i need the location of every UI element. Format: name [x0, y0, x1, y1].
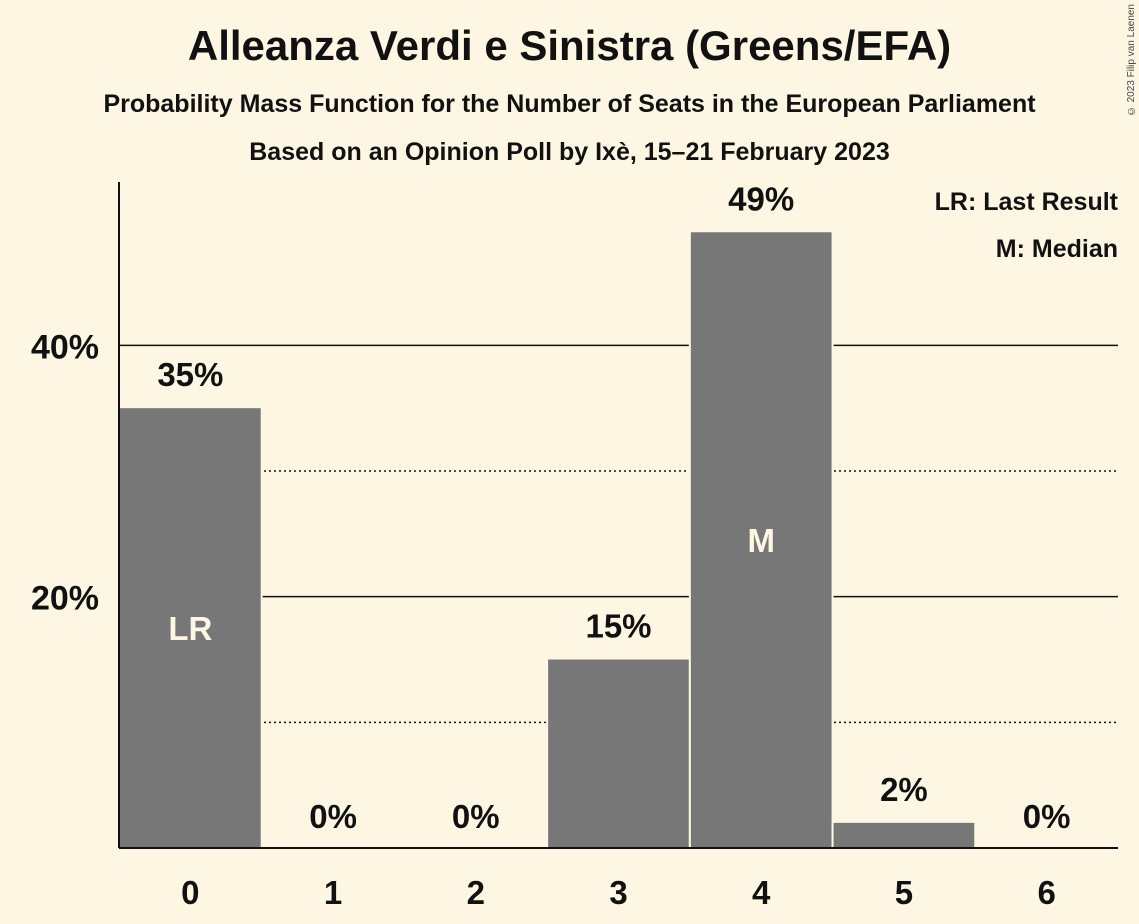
value-label: 2%	[880, 771, 928, 808]
chart-caption: Based on an Opinion Poll by Ixè, 15–21 F…	[249, 138, 890, 166]
x-tick-label: 2	[467, 874, 485, 911]
legend: LR: Last Result M: Median	[935, 188, 1119, 263]
x-tick-label: 1	[324, 874, 342, 911]
axes	[118, 182, 1118, 849]
x-tick-label: 4	[752, 874, 771, 911]
value-label: 15%	[585, 608, 651, 645]
value-label: 49%	[728, 180, 794, 217]
gridlines	[119, 344, 1118, 724]
chart-title: Alleanza Verdi e Sinistra (Greens/EFA)	[187, 22, 952, 69]
value-label: 0%	[309, 798, 357, 835]
bar-3	[548, 659, 689, 848]
bars	[118, 230, 977, 848]
x-tick-label: 3	[609, 874, 627, 911]
legend-last-result: LR: Last Result	[935, 188, 1119, 216]
value-label: 0%	[452, 798, 500, 835]
x-tick-label: 5	[895, 874, 913, 911]
labels: 35% LR 0 0% 1 0% 2 15% 3 49% M 4 2% 5 0% 6 20% 40%	[31, 180, 1071, 911]
x-tick-label: 6	[1037, 874, 1055, 911]
bar-5	[833, 822, 975, 848]
x-tick-label: 0	[181, 874, 199, 911]
bar-marker-label: M	[747, 522, 775, 559]
y-tick-label: 40%	[31, 328, 99, 366]
bar-marker-label: LR	[168, 610, 212, 647]
legend-median: M: Median	[996, 235, 1118, 263]
bar-0	[120, 408, 261, 848]
value-label: 35%	[157, 356, 223, 393]
value-label: 0%	[1023, 798, 1071, 835]
bar-4	[690, 232, 832, 848]
y-tick-label: 20%	[31, 580, 99, 618]
chart-subtitle: Probability Mass Function for the Number…	[103, 90, 1036, 118]
